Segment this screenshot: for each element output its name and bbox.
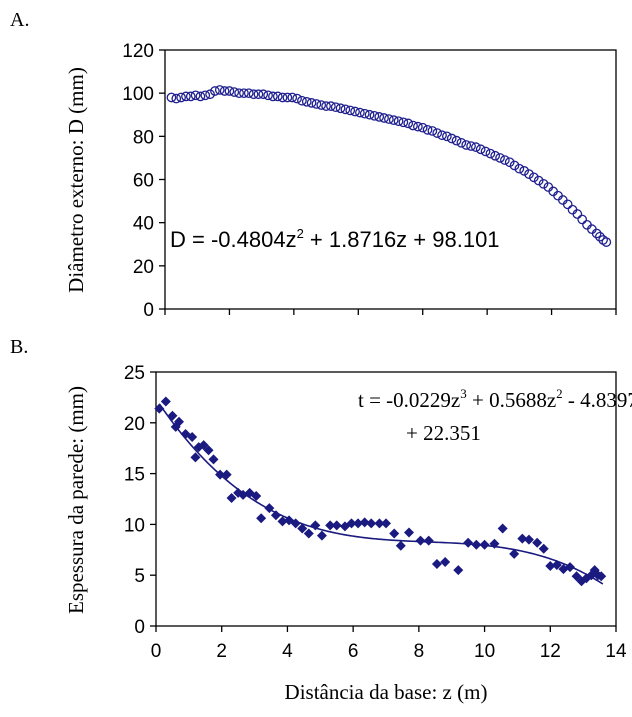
panel-a-data-point [404,119,412,127]
panel-b-data-point [161,396,171,406]
panel-a-y-tick-label: 40 [133,214,154,235]
panel-a-data-point [419,124,427,132]
panel-b-data-point [332,520,342,530]
panel-b-data-point [209,454,219,464]
panel-a-data-point [457,139,465,147]
panel-b-x-tick-label: 14 [605,641,627,662]
panel-a-data-point [477,145,485,153]
panel-a-y-axis: 0 20 40 60 80 100 120 [122,41,165,321]
panel-b-data-point [440,557,450,567]
panel-a-eq-exp: 2 [297,226,304,241]
panel-b-y-tick-label: 15 [124,465,145,486]
panel-a-y-axis-label: Diâmetro externo: D (mm) [64,67,88,293]
panel-b-trend-line [159,404,603,584]
panel-a-eq-prefix: D = -0.4804z [170,227,297,252]
panel-b-eq-mid: + 0.5688z [467,388,556,412]
panel-a-data-point [501,156,509,164]
panel-b-x-tick-label: 10 [474,641,495,662]
panel-a: A. 0 20 40 60 80 100 120 Diâmetro externo: D (… [10,9,616,321]
panel-b-data-point [256,513,266,523]
panel-b-data-point [532,538,542,548]
panel-b-y-tick-label: 20 [124,414,145,435]
panel-b-eq-suffix: - 4.8397z [563,388,632,412]
panel-a-x-axis [165,309,616,315]
panel-a-equation: D = -0.4804z2 + 1.8716z + 98.101 [170,226,500,252]
panel-b-x-axis-label: Distância da base: z (m) [285,680,488,704]
panel-a-y-tick-label: 0 [143,300,154,321]
panel-b-y-tick-label: 25 [124,363,145,384]
panel-b-eq-prefix: t = -0.0229z [358,388,460,412]
panel-a-data-point [491,152,499,160]
panel-a-y-tick-label: 60 [133,171,154,192]
panel-a-y-tick-label: 120 [122,41,154,62]
panel-b-x-tick-label: 4 [282,641,293,662]
panel-a-data-point [428,127,436,135]
panel-b-data-point [432,559,442,569]
panel-b-label: B. [10,336,28,358]
panel-a-data-point [448,134,456,142]
panel-b-x-axis: 0 2 4 6 8 10 12 14 [151,626,627,662]
panel-a-data-point [496,154,504,162]
panel-b-data-point [453,565,463,575]
panel-b-y-axis-label: Espessura da parede: (mm) [64,386,88,614]
panel-a-data-point [472,143,480,151]
panel-a-data-point [433,129,441,137]
panel-b-data-point [463,538,473,548]
panel-b-data-point [167,411,177,421]
panel-b-data-point [498,523,508,533]
panel-a-label: A. [10,9,29,31]
panel-a-points [167,86,610,247]
panel-b-x-tick-label: 0 [151,641,162,662]
panel-b-x-tick-label: 8 [414,641,425,662]
panel-b-x-tick-label: 2 [216,641,227,662]
panel-a-data-point [293,94,301,102]
panel-b-data-point [539,544,549,554]
panel-a-y-tick-label: 100 [122,84,154,105]
panel-b-y-tick-label: 5 [134,566,145,587]
panel-b-equation-line1: t = -0.0229z3 + 0.5688z2 - 4.8397z [358,386,632,412]
panel-a-data-point [443,132,451,140]
panel-b-data-point [389,529,399,539]
panel-b-y-tick-label: 10 [124,515,145,536]
panel-b: B. 0 5 10 15 20 25 0 2 4 6 8 10 12 14 Espessura da p… [10,336,632,704]
panel-b-x-tick-label: 6 [348,641,359,662]
panel-b-data-point [524,535,534,545]
panel-b-data-point [381,518,391,528]
panel-a-data-point [486,149,494,157]
panel-b-y-axis: 0 5 10 15 20 25 [124,363,156,638]
panel-a-data-point [452,136,460,144]
panel-b-data-point [404,528,414,538]
panel-a-eq-suffix: + 1.8716z + 98.101 [304,227,500,252]
panel-a-y-tick-label: 20 [133,257,154,278]
panel-b-points [154,396,606,586]
panel-a-data-point [481,147,489,155]
panel-a-y-tick-label: 80 [133,127,154,148]
panel-b-data-point [480,540,490,550]
panel-b-equation-line2: + 22.351 [406,421,481,445]
panel-b-data-point [317,531,327,541]
panel-b-data-point [424,536,434,546]
panel-a-data-point [578,215,586,223]
panel-b-x-tick-label: 12 [540,641,561,662]
panel-b-data-point [396,541,406,551]
panel-b-y-tick-label: 0 [134,617,145,638]
